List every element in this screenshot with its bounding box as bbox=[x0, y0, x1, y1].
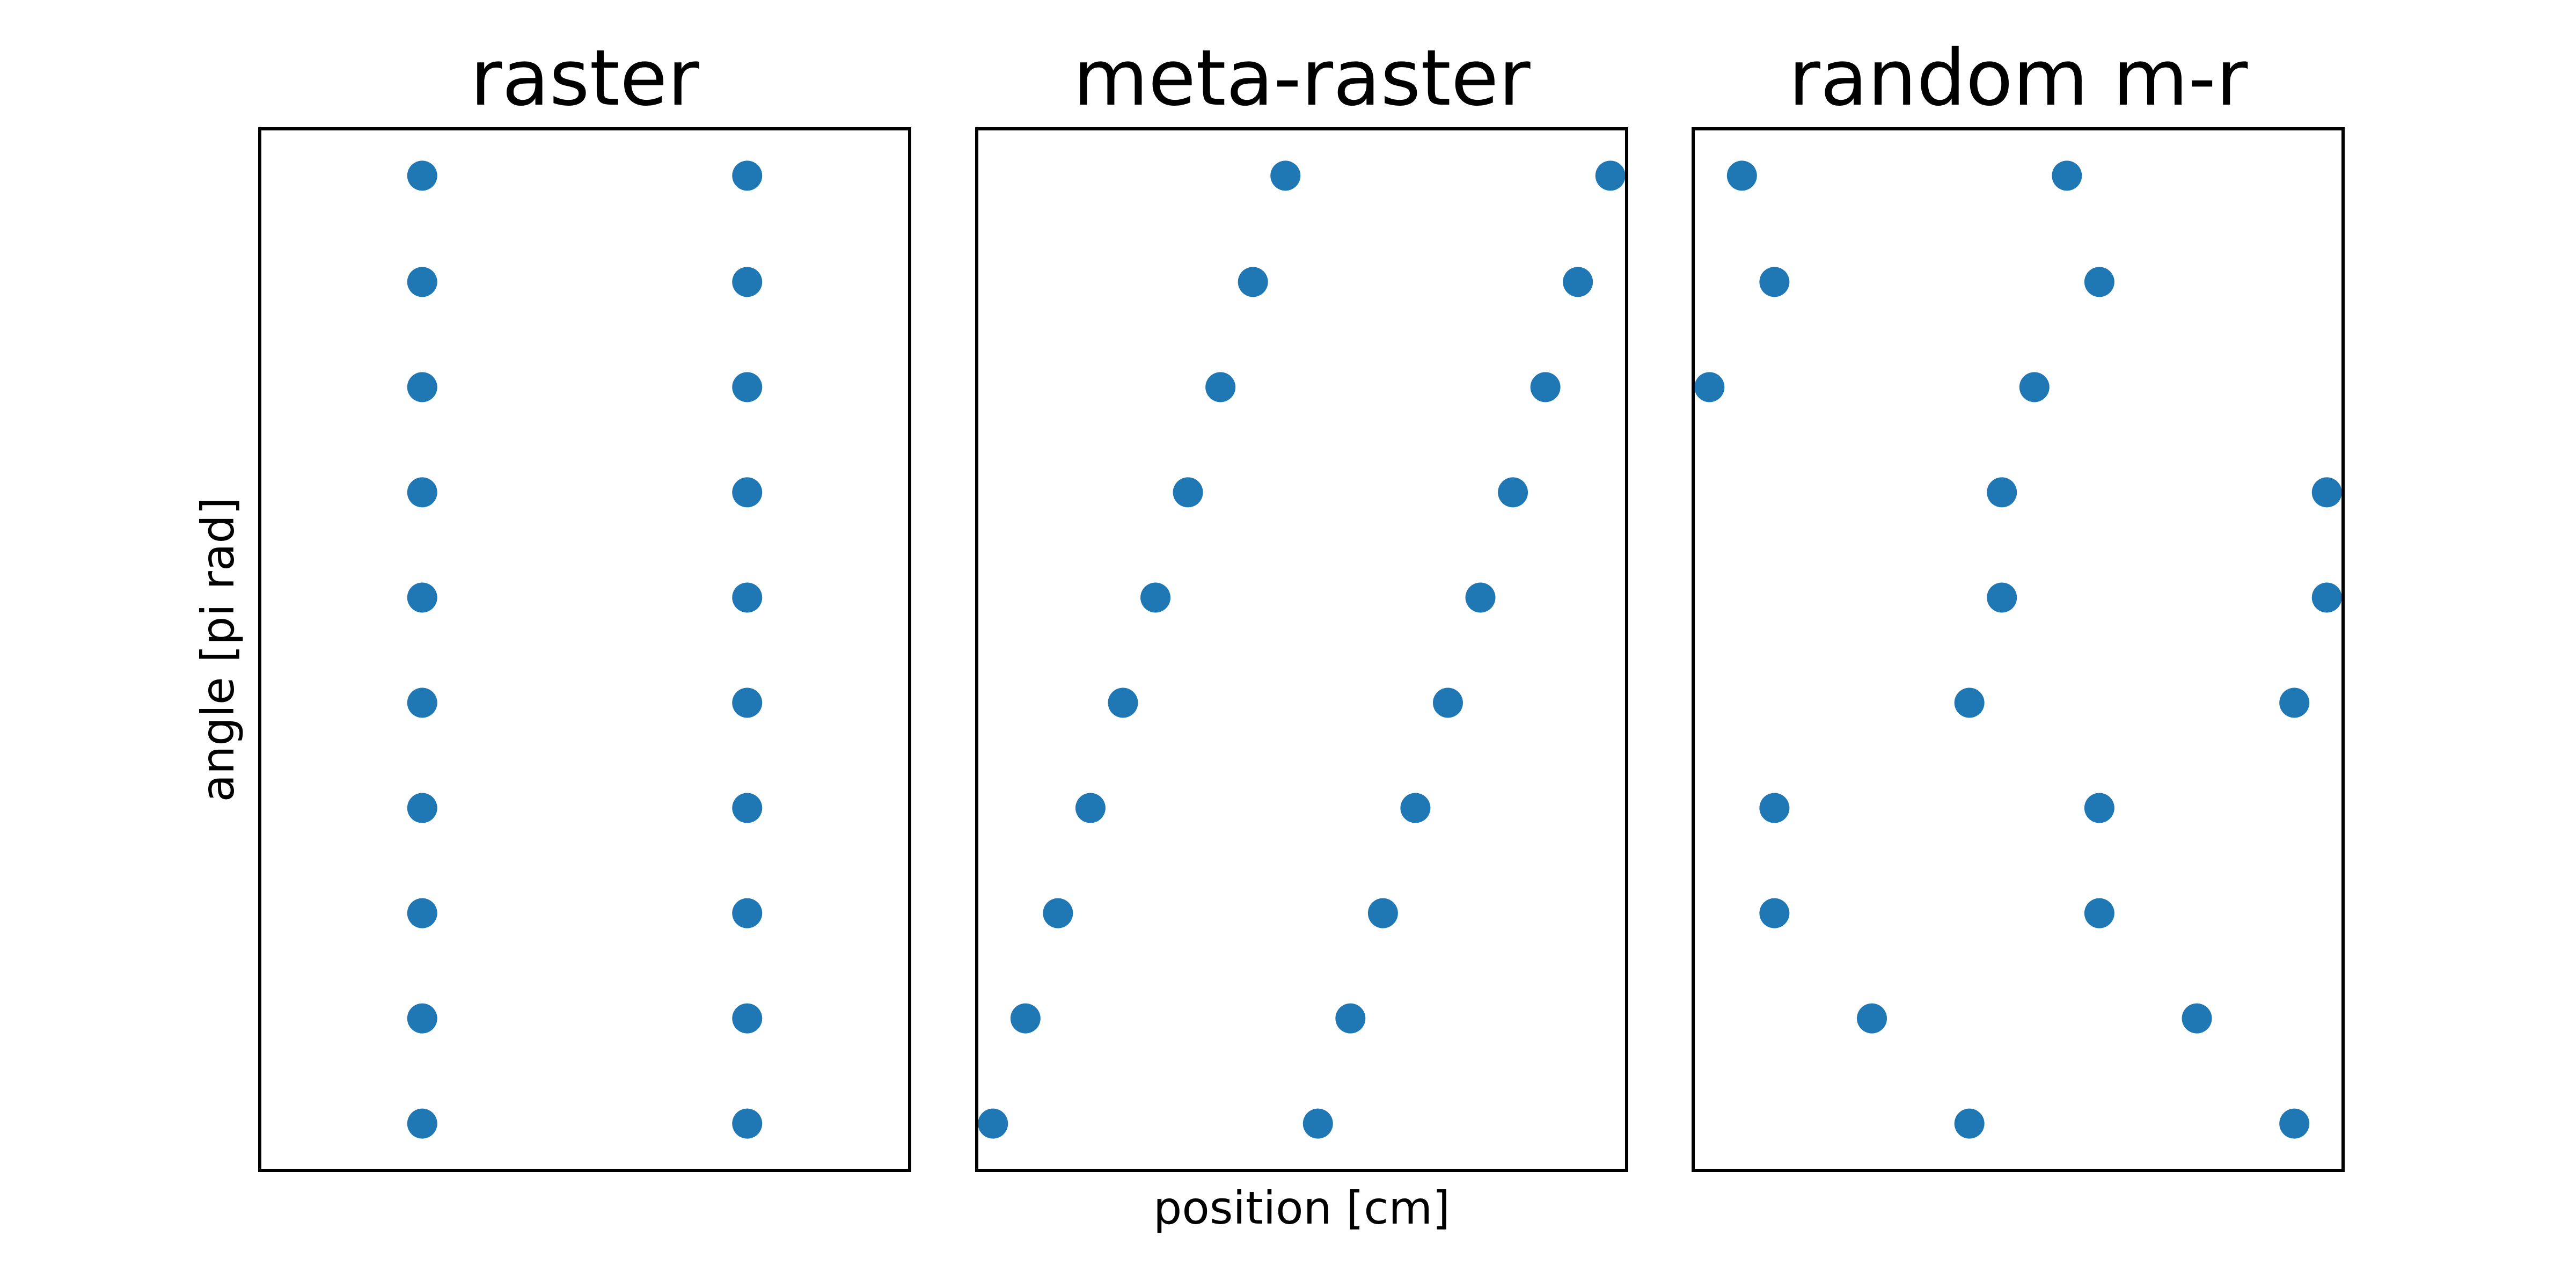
data-point bbox=[732, 1003, 763, 1034]
data-point bbox=[1595, 160, 1626, 191]
data-point bbox=[1108, 687, 1138, 718]
data-point bbox=[1465, 582, 1496, 613]
data-point bbox=[1987, 477, 2017, 508]
data-point bbox=[732, 793, 763, 823]
data-point bbox=[1954, 1108, 1985, 1139]
data-point bbox=[1759, 267, 1790, 297]
data-point bbox=[1987, 582, 2017, 613]
data-point bbox=[1759, 793, 1790, 823]
data-point bbox=[407, 1108, 437, 1139]
points-random-m-r bbox=[1694, 160, 2342, 1139]
data-point bbox=[1010, 1003, 1041, 1034]
data-point bbox=[1498, 477, 1528, 508]
data-point bbox=[732, 1108, 763, 1139]
data-point bbox=[1954, 687, 1985, 718]
panel-title-meta-raster: meta-raster bbox=[1073, 33, 1531, 123]
data-point bbox=[1563, 267, 1593, 297]
axes-frame-random-m-r bbox=[1692, 127, 2345, 1172]
data-point bbox=[732, 477, 763, 508]
points-meta-raster bbox=[978, 160, 1626, 1139]
data-point bbox=[407, 267, 437, 297]
data-point bbox=[1302, 1108, 1333, 1139]
data-point bbox=[2084, 793, 2114, 823]
data-point bbox=[2311, 477, 2342, 508]
data-point bbox=[1335, 1003, 1366, 1034]
data-point bbox=[2279, 687, 2310, 718]
data-point bbox=[1432, 687, 1463, 718]
data-point bbox=[1205, 372, 1236, 402]
panel-title-raster: raster bbox=[470, 33, 700, 123]
x-axis-label: position [cm] bbox=[1153, 1182, 1450, 1234]
data-point bbox=[1043, 898, 1073, 928]
data-point bbox=[732, 372, 763, 402]
data-point bbox=[732, 267, 763, 297]
y-axis-label: angle [pi rad] bbox=[192, 497, 244, 802]
data-point bbox=[1367, 898, 1398, 928]
data-point bbox=[732, 160, 763, 191]
data-point bbox=[2279, 1108, 2310, 1139]
data-point bbox=[2019, 372, 2050, 402]
data-point bbox=[407, 372, 437, 402]
panel-meta-raster: meta-raster position [cm] bbox=[975, 33, 1628, 1234]
data-point bbox=[407, 1003, 437, 1034]
data-point bbox=[2182, 1003, 2212, 1034]
data-point bbox=[1400, 793, 1431, 823]
data-point bbox=[407, 898, 437, 928]
data-point bbox=[1530, 372, 1561, 402]
data-point bbox=[1270, 160, 1301, 191]
data-point bbox=[732, 582, 763, 613]
axes-frame-raster bbox=[258, 127, 911, 1172]
panel-raster: raster angle [pi rad] bbox=[192, 33, 911, 1172]
data-point bbox=[732, 687, 763, 718]
panel-title-random-m-r: random m-r bbox=[1789, 33, 2249, 123]
data-point bbox=[978, 1108, 1008, 1139]
axes-frame-meta-raster bbox=[975, 127, 1628, 1172]
data-point bbox=[1238, 267, 1268, 297]
data-point bbox=[732, 898, 763, 928]
data-point bbox=[2084, 898, 2114, 928]
panel-random-m-r: random m-r bbox=[1692, 33, 2345, 1172]
data-point bbox=[1140, 582, 1171, 613]
data-point bbox=[1694, 372, 1725, 402]
data-point bbox=[407, 582, 437, 613]
data-point bbox=[1726, 160, 1757, 191]
data-point bbox=[407, 477, 437, 508]
points-raster bbox=[407, 160, 763, 1139]
data-point bbox=[2311, 582, 2342, 613]
data-point bbox=[407, 793, 437, 823]
data-point bbox=[1759, 898, 1790, 928]
data-point bbox=[2052, 160, 2082, 191]
data-point bbox=[1173, 477, 1203, 508]
data-point bbox=[1075, 793, 1106, 823]
data-point bbox=[1857, 1003, 1887, 1034]
data-point bbox=[407, 160, 437, 191]
data-point bbox=[407, 687, 437, 718]
data-point bbox=[2084, 267, 2114, 297]
